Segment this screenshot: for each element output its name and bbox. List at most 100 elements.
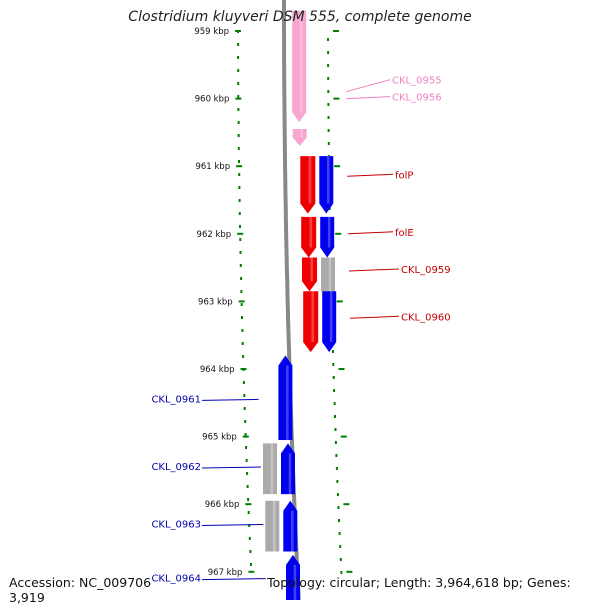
gc-dot-left bbox=[244, 420, 247, 423]
gc-dot-right bbox=[335, 454, 338, 457]
gene-arrow-ckl_0956 bbox=[292, 129, 307, 146]
tick-label: 964 kbp bbox=[200, 365, 235, 375]
tick-mark-right bbox=[334, 165, 341, 168]
gc-dot-left bbox=[240, 290, 243, 293]
gene-arrow-ckl_0956-shade bbox=[300, 129, 303, 138]
tick-label: 965 kbp bbox=[202, 433, 237, 443]
gene-arrow-ckl_0963 bbox=[283, 500, 298, 552]
gene-arrow-ckl_0961 bbox=[278, 355, 293, 440]
gc-dot-right bbox=[327, 51, 330, 54]
gc-dot-right bbox=[327, 90, 330, 93]
cog-bar bbox=[321, 257, 335, 292]
gc-dot-left bbox=[240, 303, 243, 306]
gc-dot-right bbox=[327, 38, 329, 41]
cog-bar bbox=[265, 500, 280, 552]
gene-arrow-ckl_0964 bbox=[286, 554, 300, 600]
gc-dot-left bbox=[247, 498, 250, 501]
gc-dot-right bbox=[327, 129, 330, 132]
cog-bar-shade bbox=[327, 216, 331, 248]
tick-mark bbox=[235, 30, 241, 32]
map-title: Clostridium kluyveri DSM 555, complete g… bbox=[128, 9, 472, 25]
gc-dot-left bbox=[248, 524, 251, 527]
gc-dot-left bbox=[239, 251, 242, 254]
gc-dot-right bbox=[337, 506, 340, 509]
gene-arrow-fole bbox=[301, 216, 317, 258]
gc-dot-left bbox=[250, 563, 252, 566]
gc-dot-right bbox=[335, 467, 338, 470]
gc-dot-left bbox=[249, 550, 252, 553]
tick-mark bbox=[245, 503, 252, 506]
gene-arrow-ckl_0963-shade bbox=[291, 510, 294, 552]
tick-mark-right bbox=[333, 30, 339, 32]
gc-dot-left bbox=[237, 134, 240, 137]
gc-dot-right bbox=[333, 402, 336, 405]
tick-mark-right bbox=[333, 97, 340, 100]
gene-label-ckl_0955: CKL_0955 bbox=[392, 76, 442, 87]
gc-dot-left bbox=[246, 485, 249, 488]
gene-label-ckl_0961: CKL_0961 bbox=[151, 394, 201, 405]
gene-label-line bbox=[348, 268, 400, 272]
gene-arrow-folp-shade bbox=[308, 156, 312, 204]
gene-label-ckl_0959: CKL_0959 bbox=[401, 265, 451, 276]
gc-dot-right bbox=[334, 415, 336, 418]
gc-dot-left bbox=[237, 108, 240, 111]
gc-dot-right bbox=[327, 116, 330, 119]
gc-dot-right bbox=[327, 142, 330, 145]
gc-dot-right bbox=[332, 363, 335, 366]
accession-text: Accession: NC_009706 bbox=[9, 575, 152, 590]
gene-label-line bbox=[201, 466, 261, 469]
tick-mark bbox=[238, 300, 245, 303]
gc-dot-right bbox=[336, 493, 339, 496]
gene-arrow-ckl_0962 bbox=[281, 443, 295, 495]
gc-dot-left bbox=[238, 186, 241, 189]
gc-dot-left bbox=[237, 82, 240, 85]
gc-dot-left bbox=[238, 199, 241, 202]
tick-mark-right bbox=[346, 570, 353, 573]
gene-label-ckl_0964: CKL_0964 bbox=[151, 574, 201, 585]
footer: Accession: NC_009706 Topology: circular; … bbox=[9, 575, 600, 605]
tick-label: 963 kbp bbox=[198, 297, 233, 307]
gene-arrow-ckl_0962-shade bbox=[288, 453, 292, 495]
tick-mark bbox=[242, 435, 249, 438]
gc-dot-right bbox=[334, 428, 337, 431]
gc-dot-left bbox=[243, 394, 246, 397]
cog-bar bbox=[320, 216, 335, 258]
gene-arrow-ckl_0960-shade bbox=[311, 291, 315, 343]
gene-label-fole: folE bbox=[395, 228, 414, 239]
tick-mark bbox=[248, 570, 255, 573]
gc-dot-left bbox=[241, 342, 244, 345]
gene-arrow-ckl_0955-shade bbox=[299, 10, 303, 113]
gene-arrows bbox=[263, 10, 337, 600]
gc-dot-left bbox=[239, 225, 241, 228]
gc-dot-left bbox=[243, 407, 246, 410]
gc-dot-left bbox=[241, 316, 243, 319]
gene-label-line bbox=[201, 398, 259, 401]
cog-bar bbox=[319, 156, 334, 214]
gc-dot-left bbox=[237, 147, 240, 150]
gene-arrow-ckl_0960 bbox=[303, 291, 319, 353]
tick-label: 961 kbp bbox=[195, 162, 230, 172]
gc-dot-right bbox=[327, 103, 330, 106]
gc-dot-right bbox=[338, 532, 341, 535]
gc-dot-left bbox=[237, 95, 240, 98]
tick-mark bbox=[235, 97, 242, 100]
cog-bar-shade bbox=[329, 291, 333, 343]
gc-dot-left bbox=[238, 173, 241, 176]
tick-label: 959 kbp bbox=[194, 27, 229, 37]
gene-arrow-ckl_0959-shade bbox=[310, 257, 313, 282]
tick-label: 966 kbp bbox=[205, 500, 240, 510]
cog-bar-shade bbox=[273, 500, 276, 552]
tick-label: 962 kbp bbox=[197, 230, 232, 240]
cog-bar bbox=[263, 443, 277, 495]
tick-mark bbox=[237, 232, 244, 235]
gc-dot-right bbox=[327, 64, 330, 67]
gc-dot-right bbox=[340, 571, 343, 574]
gene-label-ckl_0963: CKL_0963 bbox=[151, 520, 201, 531]
gene-arrow-folp bbox=[300, 156, 316, 214]
gc-dot-left bbox=[245, 446, 248, 449]
tick-mark bbox=[240, 368, 247, 370]
gene-label-folp: folP bbox=[395, 170, 413, 181]
gc-dot-left bbox=[242, 355, 245, 358]
gene-label-line bbox=[346, 79, 391, 93]
